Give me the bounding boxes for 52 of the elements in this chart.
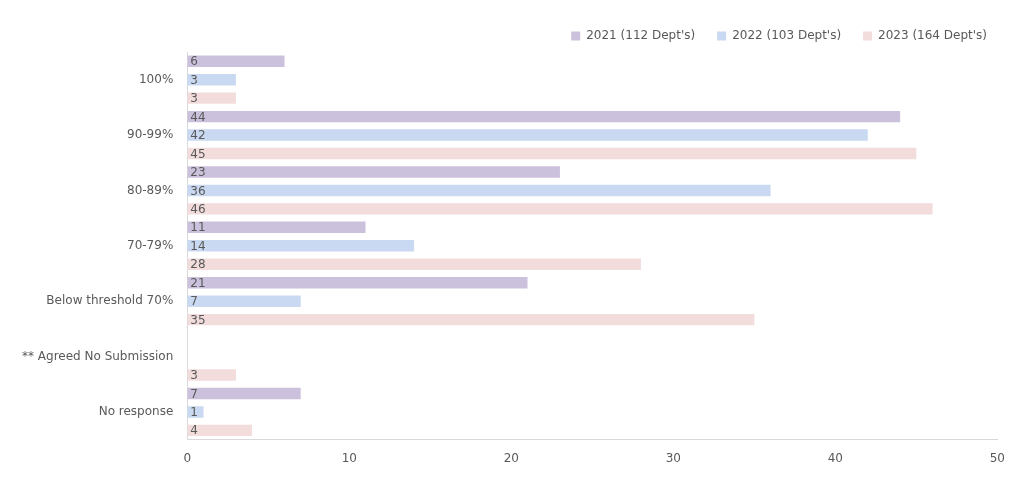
bar — [187, 387, 301, 400]
legend-label: 2022 (103 Dept's) — [732, 28, 842, 43]
data-label: 4 — [190, 423, 198, 438]
y-tick-label: 100% — [138, 71, 174, 86]
data-label: 11 — [190, 220, 206, 235]
bar — [187, 110, 901, 123]
bar — [187, 203, 933, 215]
bar — [187, 369, 236, 381]
data-label: 3 — [190, 368, 198, 383]
data-label: 36 — [190, 183, 206, 198]
bar — [187, 147, 917, 160]
x-tick-label: 0 — [183, 450, 192, 465]
bar — [187, 295, 301, 307]
y-tick-label: 70-79% — [127, 237, 174, 252]
data-label: 3 — [190, 91, 198, 106]
data-label: 23 — [190, 165, 206, 180]
data-label: 1 — [190, 405, 198, 420]
legend-label: 2021 (112 Dept's) — [586, 28, 696, 43]
data-label: 35 — [190, 312, 206, 327]
bar — [187, 55, 285, 67]
y-tick-label: 80-89% — [127, 182, 174, 197]
x-tick-label: 30 — [665, 450, 681, 465]
data-label: 14 — [190, 238, 206, 253]
data-label: 45 — [190, 146, 206, 161]
data-label: 44 — [190, 109, 206, 124]
x-tick-label: 40 — [827, 450, 843, 465]
bar — [187, 240, 415, 252]
bar — [187, 424, 253, 437]
bar — [187, 258, 641, 270]
y-tick-label: 90-99% — [127, 127, 174, 142]
data-label: 28 — [190, 257, 206, 272]
bar — [187, 276, 528, 289]
y-tick-label: Below threshold 70% — [46, 293, 174, 308]
data-label: 42 — [190, 128, 206, 143]
bar — [187, 166, 560, 178]
bar — [187, 221, 366, 234]
data-label: 21 — [190, 275, 206, 290]
data-label: 7 — [190, 294, 198, 309]
y-tick-label: ** Agreed No Submission — [21, 348, 174, 363]
x-tick-label: 20 — [503, 450, 519, 465]
data-label: 6 — [190, 54, 198, 69]
data-label: 46 — [190, 202, 206, 217]
x-tick-label: 50 — [989, 450, 1006, 465]
bar — [187, 184, 771, 197]
bar — [187, 313, 755, 326]
bar — [187, 129, 868, 141]
data-label: 3 — [190, 72, 198, 87]
y-tick-label: No response — [98, 404, 174, 419]
bar — [187, 92, 236, 104]
data-label: 7 — [190, 386, 198, 401]
x-tick-label: 10 — [341, 450, 357, 465]
legend-label: 2023 (164 Dept's) — [878, 28, 988, 43]
